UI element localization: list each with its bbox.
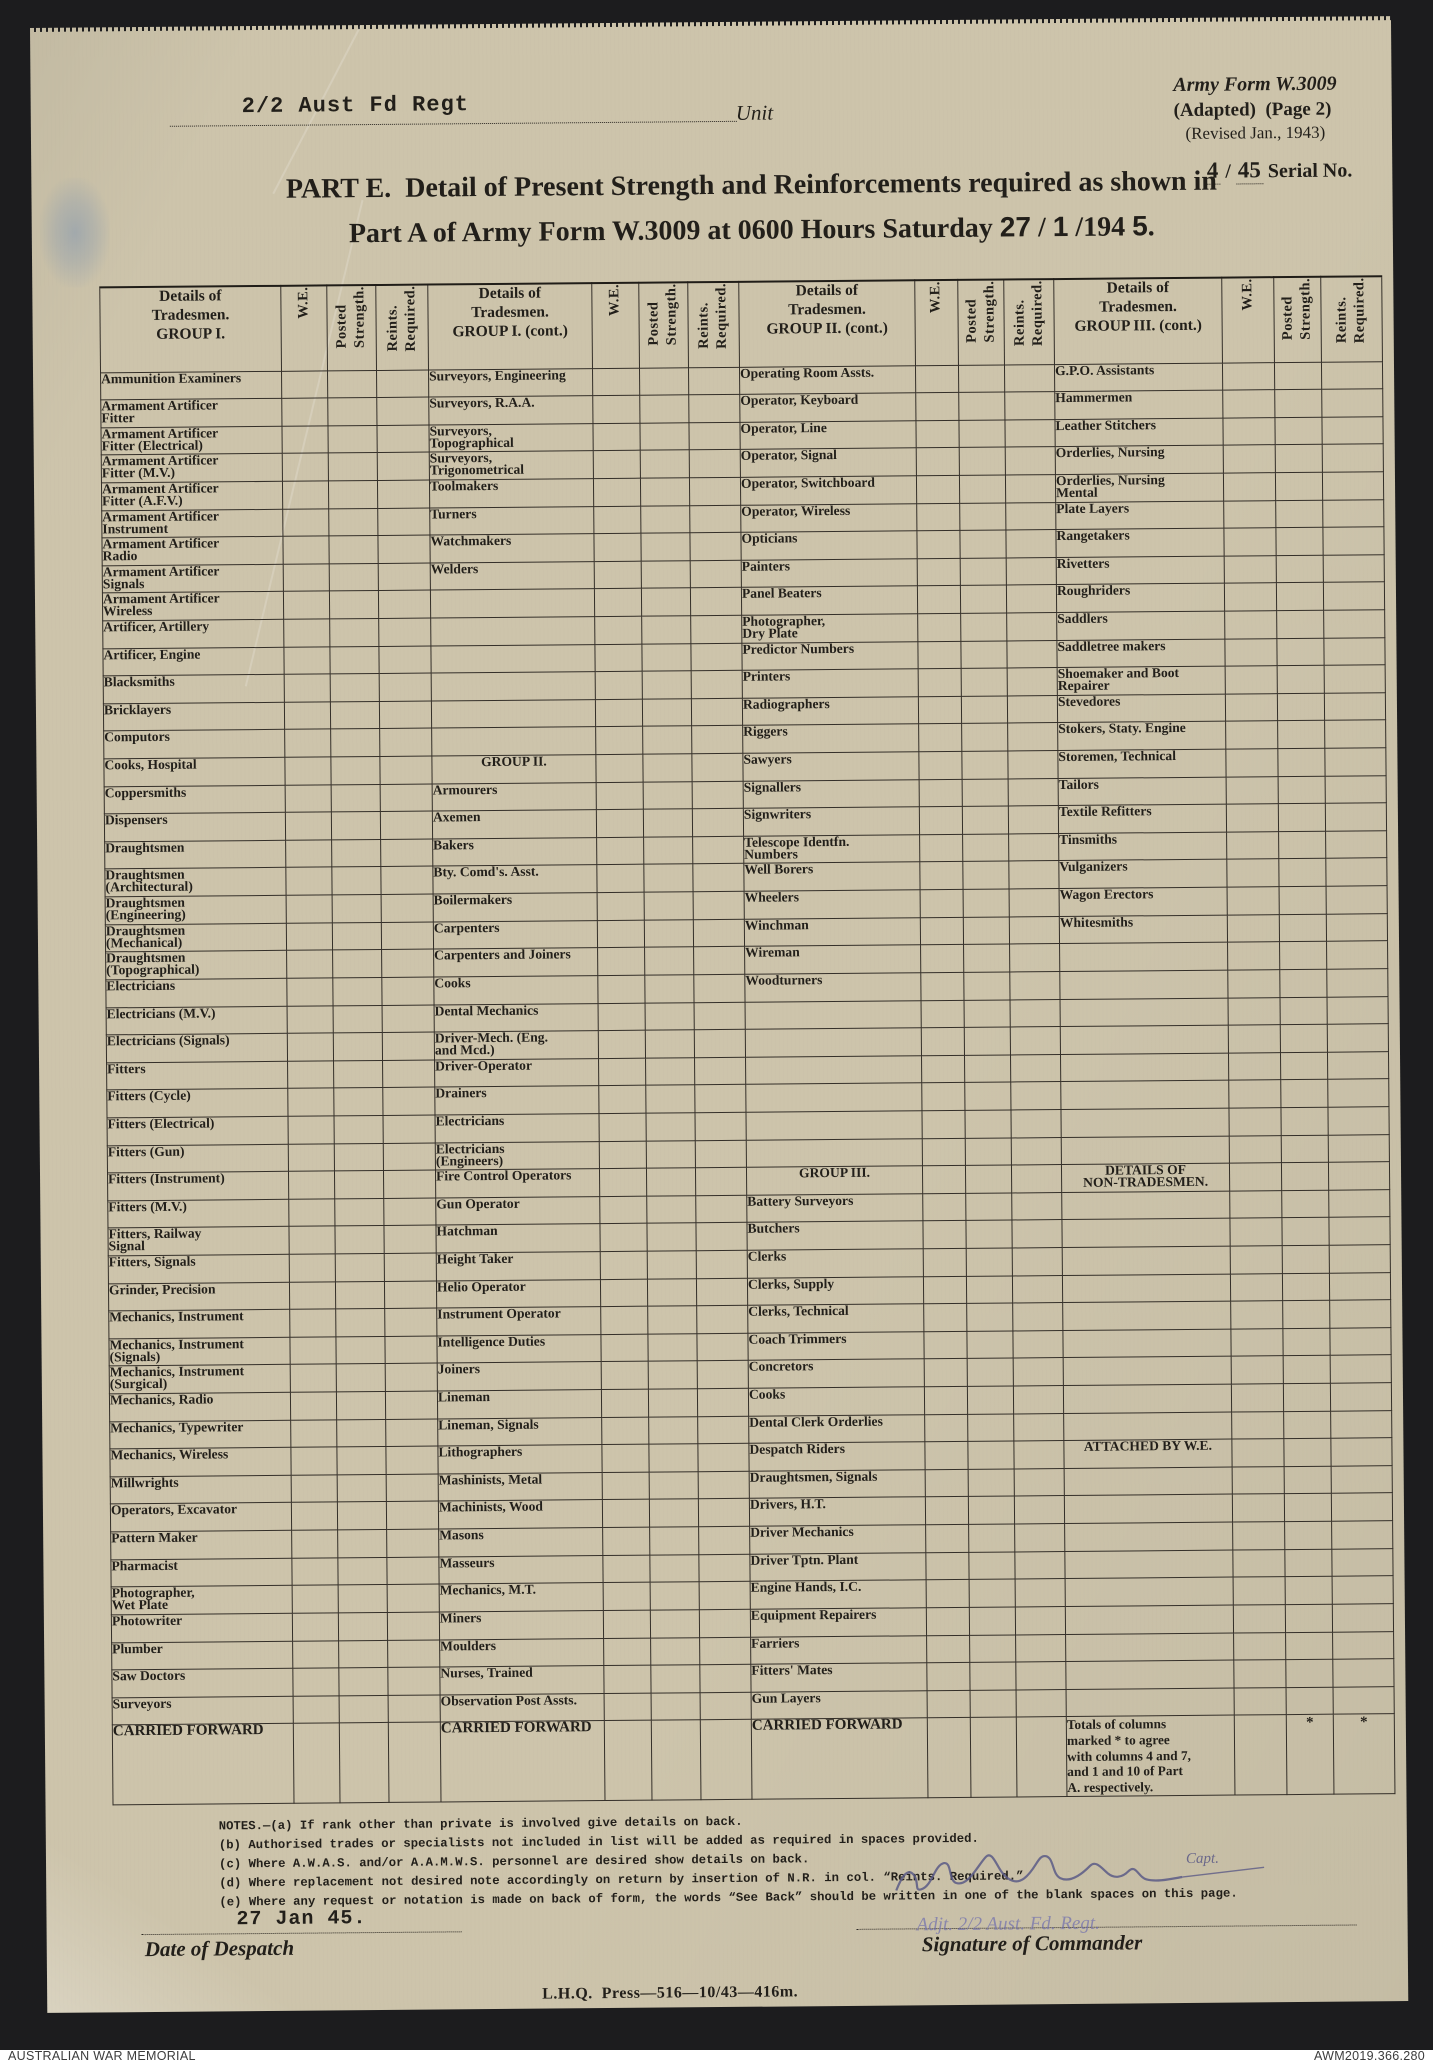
svg-text:Capt.: Capt. [1186,1851,1219,1867]
svg-text:Adjt. 2/2 Aust. Fd. Regt.: Adjt. 2/2 Aust. Fd. Regt. [914,1913,1099,1936]
